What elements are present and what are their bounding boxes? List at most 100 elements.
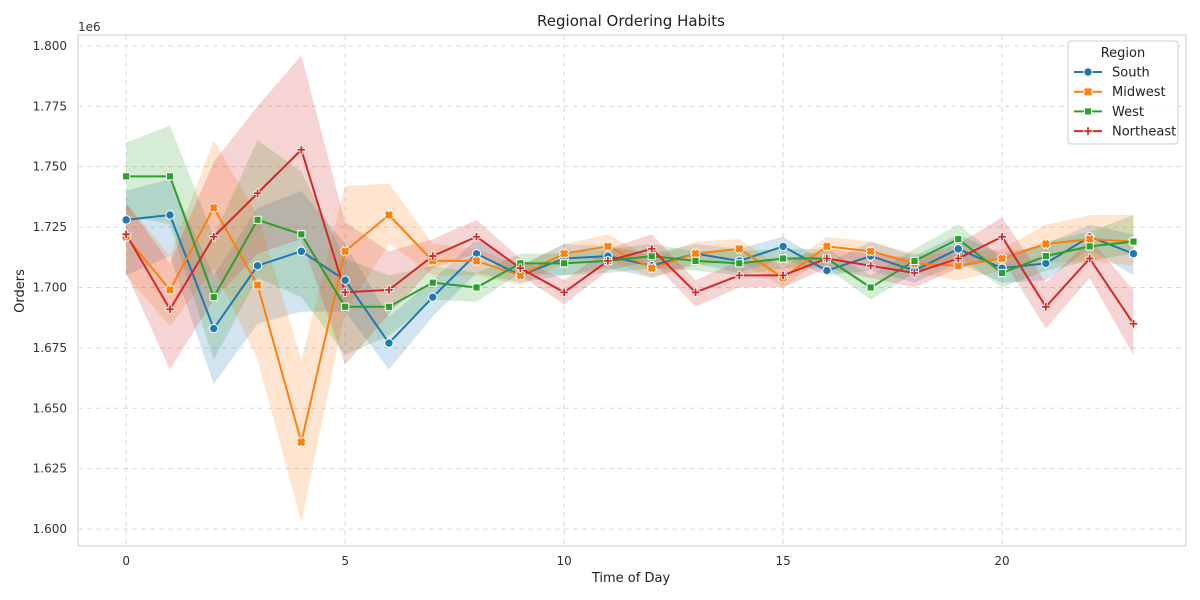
y-axis-ticks: 1.600 1.625 1.650 1.675 1.700 1.725 1.750 1.775… <box>33 39 67 536</box>
point-northeast-16 <box>822 253 832 264</box>
series-lines <box>125 148 1135 444</box>
point-west-18 <box>910 256 919 266</box>
legend-box <box>1067 40 1179 145</box>
y-tick-label-1: 1.625 <box>33 462 67 476</box>
y-tick-label-7: 1.775 <box>33 99 67 113</box>
point-northeast-8 <box>471 232 482 242</box>
point-west-0 <box>122 172 131 181</box>
legend-label-south: South <box>1112 66 1150 81</box>
x-axis-label: Time of Day <box>591 571 671 586</box>
point-midwest-1 <box>164 284 176 296</box>
point-midwest-20 <box>996 253 1008 264</box>
x-axis-ticks: 0 5 10 15 20 <box>122 554 1009 568</box>
point-west-6 <box>384 302 394 311</box>
point-west-4 <box>297 230 306 239</box>
point-south-15 <box>778 241 788 252</box>
point-midwest-11 <box>602 241 614 252</box>
point-midwest-12 <box>646 262 658 274</box>
x-tick-label-3: 15 <box>775 554 790 568</box>
x-tick-label-1: 5 <box>341 554 349 568</box>
point-midwest-13 <box>690 248 701 260</box>
point-west-21 <box>1041 251 1050 261</box>
point-midwest-4 <box>295 436 307 448</box>
point-south-1 <box>165 210 175 220</box>
point-midwest-17 <box>865 245 877 257</box>
point-northeast-17 <box>866 261 876 271</box>
line-midwest <box>125 206 1134 444</box>
point-northeast-7 <box>428 251 438 261</box>
point-midwest-16 <box>821 241 833 252</box>
point-south-5 <box>340 275 350 285</box>
point-west-1 <box>165 172 175 181</box>
band-midwest <box>126 140 1134 522</box>
point-south-6 <box>384 338 394 348</box>
y-tick-label-3: 1.675 <box>33 341 67 355</box>
point-northeast-11 <box>603 256 613 266</box>
point-midwest-3 <box>252 279 263 291</box>
point-northeast-3 <box>252 188 263 198</box>
legend-marker-midwest <box>1082 86 1094 98</box>
point-south-7 <box>428 292 438 302</box>
legend-title: Region <box>1101 46 1146 61</box>
point-northeast-12 <box>647 244 657 254</box>
y-tick-label-2: 1.650 <box>33 401 67 415</box>
point-northeast-18 <box>909 268 920 278</box>
legend-marker-south <box>1083 67 1093 77</box>
point-northeast-14 <box>734 270 744 280</box>
point-midwest-14 <box>733 243 745 255</box>
x-tick-label-2: 10 <box>556 554 571 568</box>
point-south-19 <box>953 244 963 254</box>
y-tick-label-6: 1.750 <box>33 160 67 174</box>
x-tick-label-4: 20 <box>994 554 1009 568</box>
line-northeast <box>125 148 1135 325</box>
plot-area <box>77 34 1187 547</box>
point-west-3 <box>253 215 262 224</box>
y-tick-label-8: 1.800 <box>33 39 67 53</box>
line-west <box>126 175 1134 308</box>
point-west-23 <box>1129 237 1138 246</box>
grid-lines <box>78 35 1186 546</box>
point-south-0 <box>121 215 131 225</box>
legend-marker-northeast <box>1083 126 1093 136</box>
point-south-3 <box>252 261 263 271</box>
point-west-13 <box>691 256 700 266</box>
point-northeast-1 <box>165 304 175 314</box>
point-south-8 <box>471 248 482 259</box>
band-west <box>126 125 1134 360</box>
point-midwest-10 <box>558 248 570 260</box>
point-west-10 <box>560 259 569 268</box>
point-west-20 <box>997 268 1007 278</box>
point-west-7 <box>428 278 437 287</box>
point-midwest-22 <box>1084 233 1096 245</box>
point-west-22 <box>1085 242 1094 251</box>
point-northeast-10 <box>559 287 569 297</box>
point-northeast-20 <box>997 232 1007 242</box>
series-markers <box>120 145 1139 448</box>
point-midwest-5 <box>339 245 351 257</box>
point-west-15 <box>778 254 788 263</box>
point-south-21 <box>1041 258 1051 269</box>
point-south-2 <box>209 323 219 334</box>
point-northeast-5 <box>340 287 350 297</box>
legend-items: South Midwest West Northeast <box>1074 66 1176 140</box>
band-south <box>126 178 1134 385</box>
point-south-4 <box>296 246 307 256</box>
legend: Region South Midwest West Northeast <box>1067 40 1179 145</box>
point-midwest-6 <box>383 209 395 221</box>
x-tick-label-0: 0 <box>122 554 130 568</box>
point-northeast-19 <box>953 253 963 264</box>
point-northeast-4 <box>296 145 306 155</box>
line-south <box>126 213 1134 345</box>
point-south-23 <box>1128 248 1139 259</box>
point-west-19 <box>954 235 963 244</box>
legend-label-midwest: Midwest <box>1112 85 1166 100</box>
point-northeast-21 <box>1041 302 1051 312</box>
point-northeast-15 <box>778 270 788 280</box>
point-northeast-22 <box>1085 253 1095 264</box>
y-tick-label-5: 1.725 <box>33 220 67 234</box>
y-axis-label: Orders <box>13 269 28 313</box>
point-northeast-0 <box>121 229 131 239</box>
legend-label-west: West <box>1112 105 1144 120</box>
point-midwest-2 <box>208 202 220 214</box>
